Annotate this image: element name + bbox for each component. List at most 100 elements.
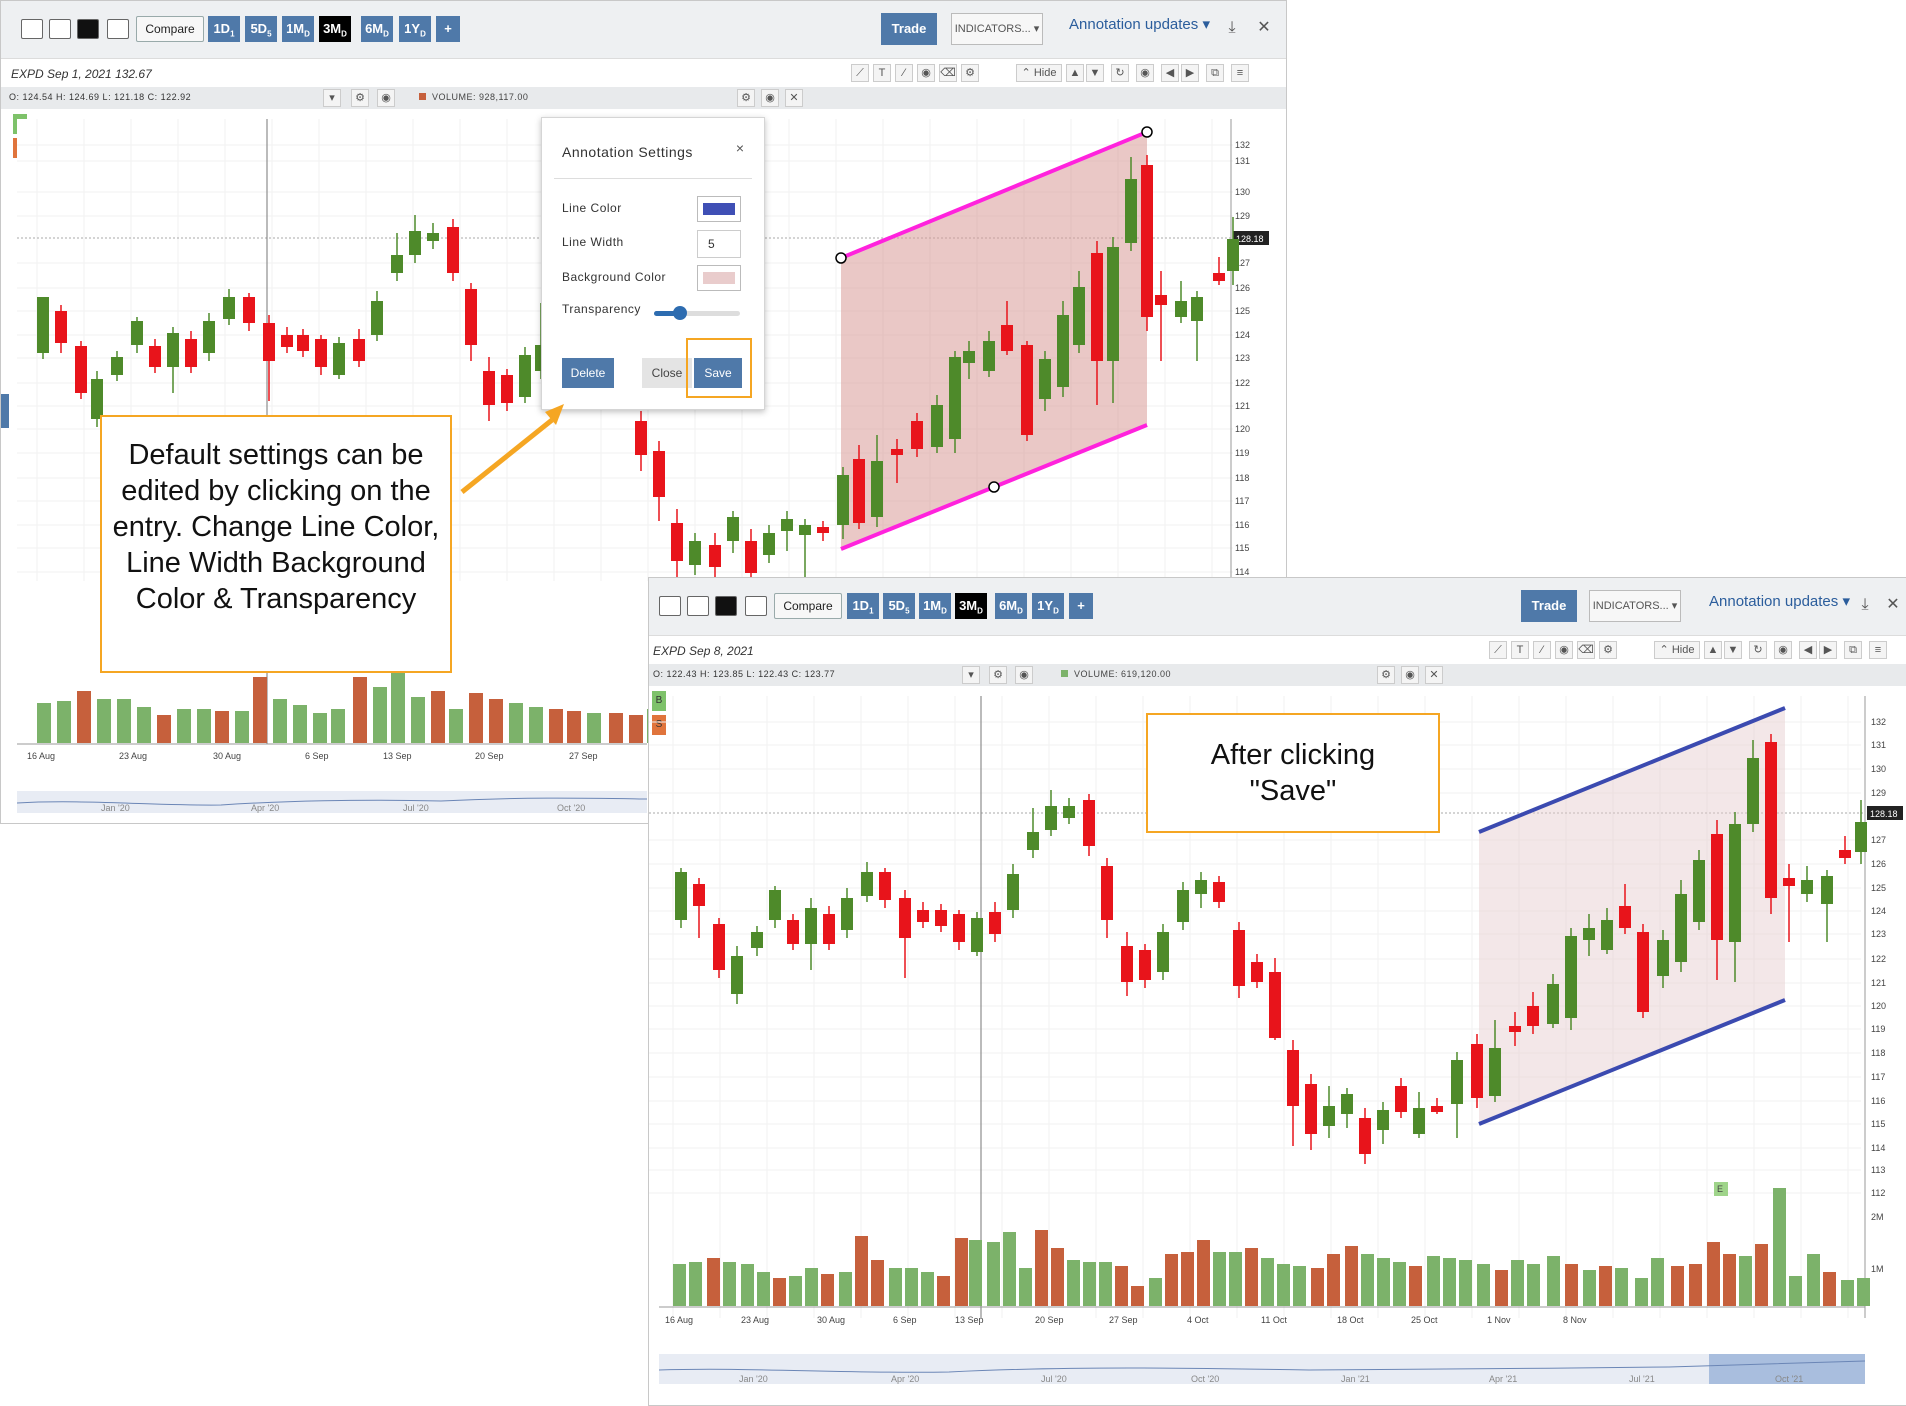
arrow-down-icon[interactable]: ▼: [1724, 641, 1742, 659]
compare-button[interactable]: Compare: [136, 16, 204, 42]
fib-tool-icon[interactable]: ⁄: [895, 64, 913, 82]
candle-body: [823, 914, 835, 944]
trade-button[interactable]: Trade: [1521, 590, 1577, 622]
candle-body: [675, 872, 687, 920]
collapse-icon[interactable]: ▾: [323, 89, 341, 107]
close-icon[interactable]: ✕: [1425, 666, 1443, 684]
menu-icon[interactable]: ≡: [1869, 641, 1887, 659]
ohlc-chart-icon[interactable]: [687, 596, 709, 616]
hide-button[interactable]: ⌃ Hide: [1654, 641, 1700, 659]
range-1d-button[interactable]: 1D1: [847, 593, 879, 619]
download-icon[interactable]: ⤓: [1861, 596, 1869, 613]
next-icon[interactable]: ▶: [1819, 641, 1837, 659]
range-1d-button[interactable]: 1D1: [208, 16, 240, 42]
transparency-slider-handle[interactable]: [672, 306, 687, 320]
range-3m-button[interactable]: 3MD: [319, 16, 351, 42]
range-1m-button[interactable]: 1MD: [919, 593, 951, 619]
volume-bar: [955, 1238, 968, 1306]
indicators-dropdown[interactable]: INDICATORS... ▾: [951, 13, 1043, 45]
prev-icon[interactable]: ◀: [1161, 64, 1179, 82]
draw-line-icon[interactable]: ⟋: [851, 64, 869, 82]
next-icon[interactable]: ▶: [1181, 64, 1199, 82]
visibility-icon[interactable]: ◉: [1136, 64, 1154, 82]
transparency-slider-track[interactable]: [654, 311, 740, 316]
download-icon[interactable]: ⤓: [1228, 19, 1236, 36]
close-button[interactable]: Close: [642, 358, 692, 388]
volume-bar: [839, 1272, 852, 1306]
visibility-icon[interactable]: ◉: [1774, 641, 1792, 659]
candle-body: [297, 335, 309, 351]
eraser-icon[interactable]: ⌫: [1577, 641, 1595, 659]
close-icon[interactable]: ✕: [1886, 596, 1900, 613]
symbol-label: EXPD Sep 1, 2021 132.67: [11, 67, 152, 81]
annotation-updates-dropdown[interactable]: Annotation updates ▾: [1069, 15, 1210, 33]
line-width-input[interactable]: 5: [697, 230, 741, 258]
close-icon[interactable]: ✕: [1257, 19, 1271, 36]
gear-icon[interactable]: ⚙: [1599, 641, 1617, 659]
gear-icon[interactable]: ⚙: [737, 89, 755, 107]
prev-icon[interactable]: ◀: [1799, 641, 1817, 659]
eye-icon[interactable]: ◉: [1401, 666, 1419, 684]
line-chart-icon[interactable]: [21, 19, 43, 39]
compare-button[interactable]: Compare: [774, 593, 842, 619]
dialog-close-icon[interactable]: ×: [735, 140, 744, 156]
add-range-button[interactable]: +: [1069, 593, 1093, 619]
hide-button[interactable]: ⌃ Hide: [1016, 64, 1062, 82]
eye-icon[interactable]: ◉: [377, 89, 395, 107]
gear-icon[interactable]: ⚙: [989, 666, 1007, 684]
eye-icon[interactable]: ◉: [761, 89, 779, 107]
arrow-up-icon[interactable]: ▲: [1066, 64, 1084, 82]
annotation-updates-dropdown[interactable]: Annotation updates ▾: [1709, 592, 1850, 610]
menu-icon[interactable]: ≡: [1231, 64, 1249, 82]
symbol-label: EXPD Sep 8, 2021: [653, 644, 754, 658]
candlestick-chart-icon[interactable]: [715, 596, 737, 616]
eye-icon[interactable]: ◉: [1555, 641, 1573, 659]
refresh-icon[interactable]: ↻: [1749, 641, 1767, 659]
sell-button[interactable]: S: [652, 715, 666, 735]
fullscreen-icon[interactable]: ⧉: [1844, 641, 1862, 659]
range-5d-button[interactable]: 5D5: [883, 593, 915, 619]
annotation-label: Annotation updates: [1709, 593, 1839, 610]
collapse-sidebar-handle[interactable]: [1, 394, 9, 428]
range-1m-button[interactable]: 1MD: [282, 16, 314, 42]
range-5d-button[interactable]: 5D5: [245, 16, 277, 42]
draw-line-icon[interactable]: ⟋: [1489, 641, 1507, 659]
range-3m-button[interactable]: 3MD: [955, 593, 987, 619]
delete-button[interactable]: Delete: [562, 358, 614, 388]
add-range-button[interactable]: +: [436, 16, 460, 42]
text-tool-icon[interactable]: T: [873, 64, 891, 82]
line-color-swatch: [703, 203, 735, 215]
volume-bar: [1807, 1254, 1820, 1306]
fib-tool-icon[interactable]: ⁄: [1533, 641, 1551, 659]
background-color-picker[interactable]: [697, 265, 741, 291]
area-chart-icon[interactable]: [107, 19, 129, 39]
trade-button[interactable]: Trade: [881, 13, 937, 45]
range-6m-button[interactable]: 6MD: [361, 16, 393, 42]
area-chart-icon[interactable]: [745, 596, 767, 616]
eraser-icon[interactable]: ⌫: [939, 64, 957, 82]
arrow-up-icon[interactable]: ▲: [1704, 641, 1722, 659]
save-button[interactable]: Save: [694, 358, 742, 388]
gear-icon[interactable]: ⚙: [1377, 666, 1395, 684]
fullscreen-icon[interactable]: ⧉: [1206, 64, 1224, 82]
gear-icon[interactable]: ⚙: [961, 64, 979, 82]
gear-icon[interactable]: ⚙: [351, 89, 369, 107]
collapse-icon[interactable]: ▾: [962, 666, 980, 684]
eye-icon[interactable]: ◉: [1015, 666, 1033, 684]
line-color-picker[interactable]: [697, 196, 741, 222]
line-chart-icon[interactable]: [659, 596, 681, 616]
candlestick-chart-icon[interactable]: [77, 19, 99, 39]
eye-icon[interactable]: ◉: [917, 64, 935, 82]
range-6m-button[interactable]: 6MD: [995, 593, 1027, 619]
volume-bar: [157, 715, 171, 743]
text-tool-icon[interactable]: T: [1511, 641, 1529, 659]
buy-button[interactable]: B: [652, 691, 666, 711]
close-icon[interactable]: ✕: [785, 89, 803, 107]
arrow-down-icon[interactable]: ▼: [1086, 64, 1104, 82]
refresh-icon[interactable]: ↻: [1111, 64, 1129, 82]
indicators-dropdown[interactable]: INDICATORS... ▾: [1589, 590, 1681, 622]
range-1y-button[interactable]: 1YD: [399, 16, 431, 42]
ohlc-chart-icon[interactable]: [49, 19, 71, 39]
candle-body: [1107, 247, 1119, 361]
range-1y-button[interactable]: 1YD: [1032, 593, 1064, 619]
